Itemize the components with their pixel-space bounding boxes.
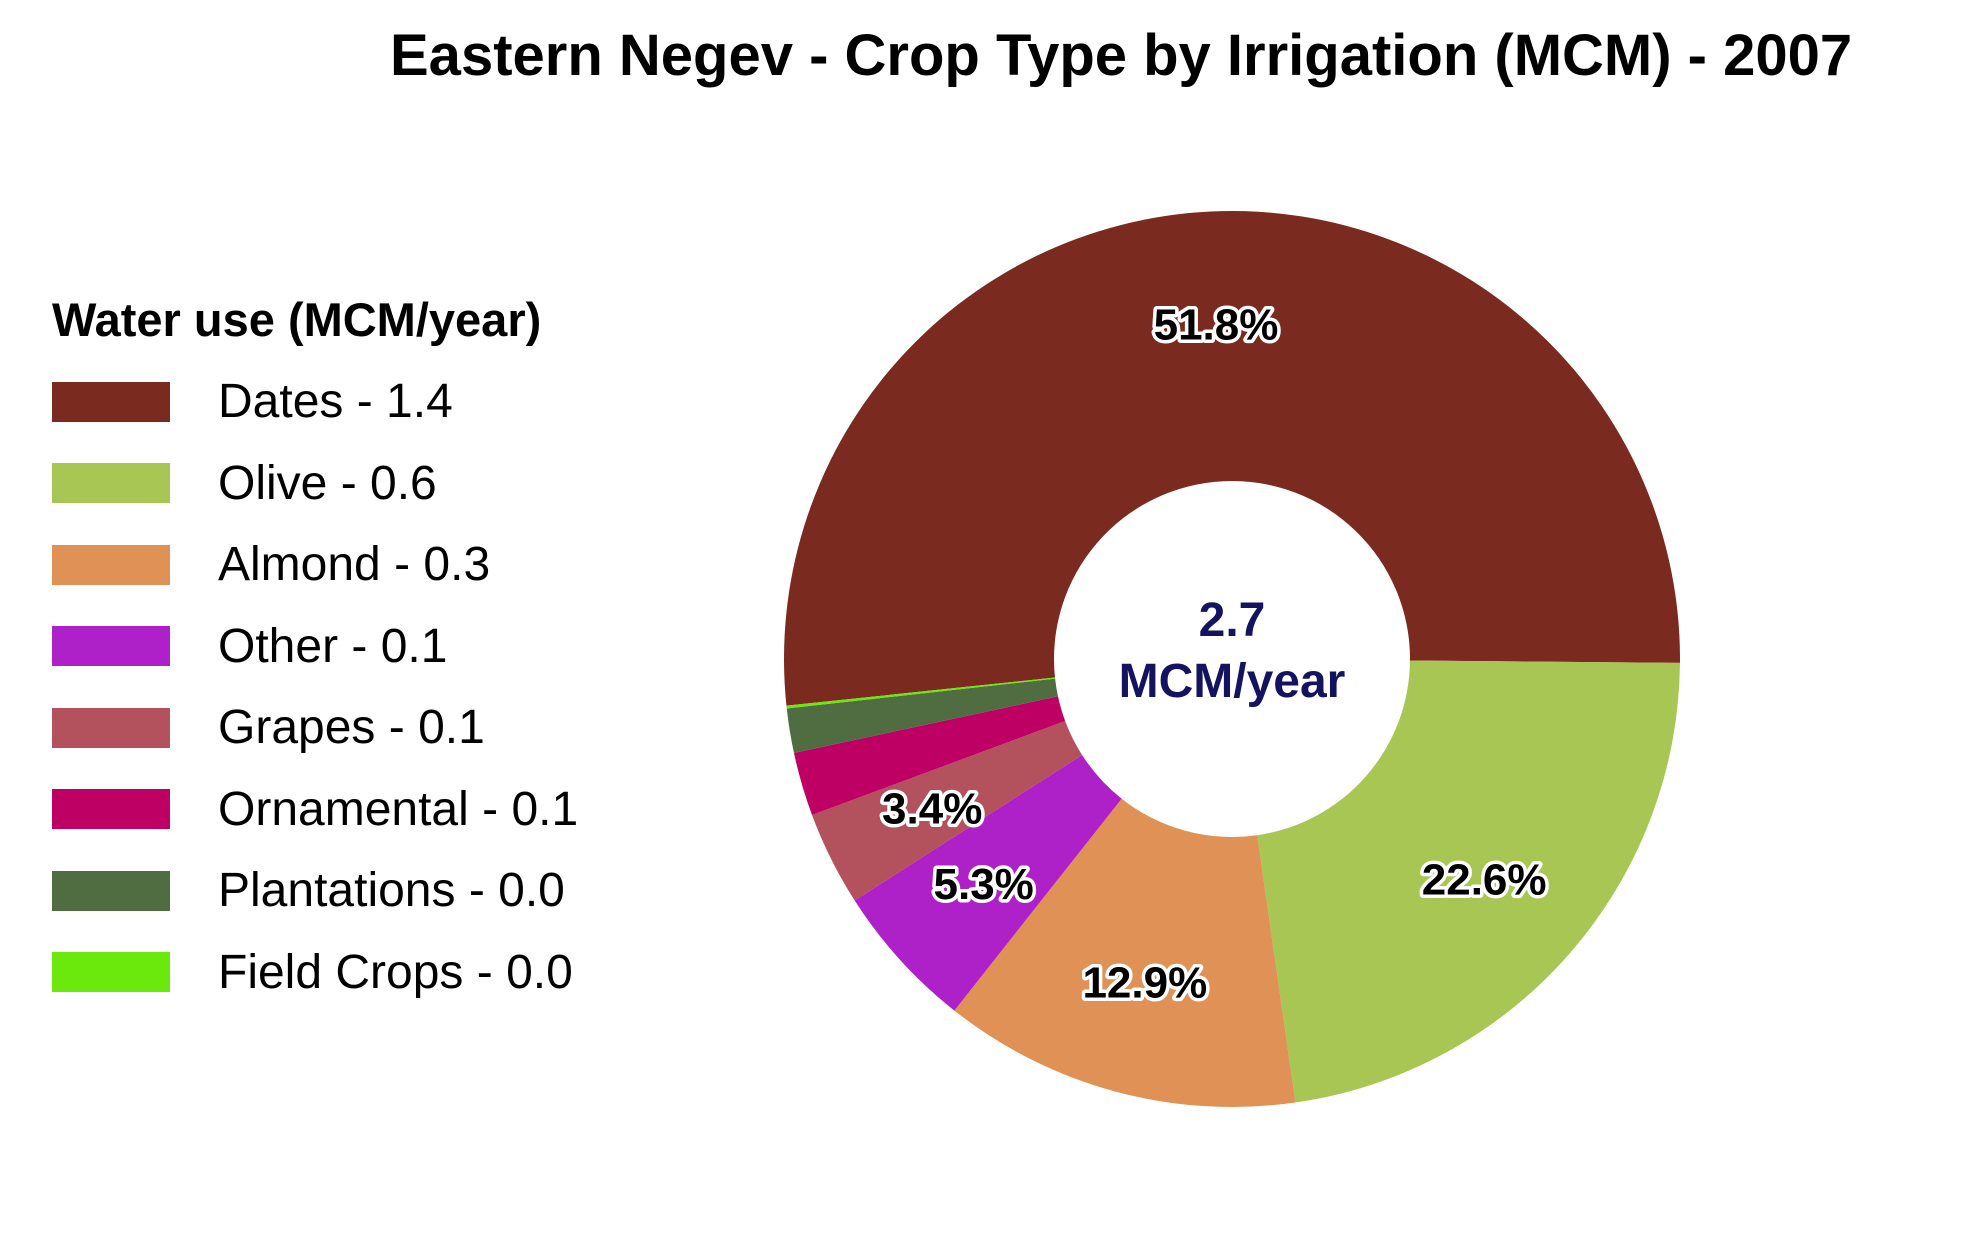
legend-label: Dates - 1.4 xyxy=(218,375,453,429)
percent-label-other: 5.3% xyxy=(934,860,1034,909)
percent-label-olive: 22.6% xyxy=(1422,856,1547,905)
legend-swatch xyxy=(52,544,170,585)
slice-other xyxy=(854,754,1122,1011)
legend-item-plantations: Plantations - 0.0 xyxy=(52,850,578,932)
donut-labels: 51.8% 22.6% 12.9% 5.3% 3.4% xyxy=(879,297,1550,1011)
legend-item-field-crops: Field Crops - 0.0 xyxy=(52,932,578,1014)
legend-swatch xyxy=(52,381,170,422)
donut-slices xyxy=(784,211,1680,1107)
slice-dates xyxy=(784,211,1680,706)
chart-title: Eastern Negev - Crop Type by Irrigation … xyxy=(390,23,1853,88)
legend-label: Olive - 0.6 xyxy=(218,456,437,510)
legend-swatch xyxy=(52,789,170,830)
legend-title: Water use (MCM/year) xyxy=(52,293,542,346)
center-total-value: 2.7 xyxy=(1199,594,1266,647)
legend-item-almond: Almond - 0.3 xyxy=(52,524,578,606)
legend-item-other: Other - 0.1 xyxy=(52,606,578,688)
slice-plantations xyxy=(786,678,1058,753)
legend-item-olive: Olive - 0.6 xyxy=(52,443,578,525)
legend: Water use (MCM/year) Dates - 1.4 Olive -… xyxy=(52,292,578,1013)
percent-label-dates: 51.8% xyxy=(1154,300,1279,349)
legend-item-grapes: Grapes - 0.1 xyxy=(52,687,578,769)
slice-olive xyxy=(1257,660,1680,1103)
percent-label-grapes: 3.4% xyxy=(882,784,982,833)
legend-label: Almond - 0.3 xyxy=(218,538,491,592)
legend-label: Field Crops - 0.0 xyxy=(218,945,573,999)
legend-label: Plantations - 0.0 xyxy=(218,864,565,918)
legend-item-ornamental: Ornamental - 0.1 xyxy=(52,769,578,851)
legend-item-dates: Dates - 1.4 xyxy=(52,361,578,443)
legend-label: Grapes - 0.1 xyxy=(218,701,485,755)
legend-swatch xyxy=(52,463,170,504)
legend-swatch xyxy=(52,707,170,748)
slice-grapes xyxy=(812,720,1083,901)
slice-ornamental xyxy=(793,696,1066,816)
legend-label: Other - 0.1 xyxy=(218,619,448,673)
center-total-unit: MCM/year xyxy=(1119,655,1346,708)
legend-swatch xyxy=(52,952,170,993)
legend-swatch xyxy=(52,870,170,911)
legend-label: Ornamental - 0.1 xyxy=(218,782,579,836)
percent-label-almond: 12.9% xyxy=(1082,958,1207,1007)
legend-swatch xyxy=(52,626,170,667)
slice-almond xyxy=(954,798,1296,1107)
slice-field-crops xyxy=(786,677,1056,709)
